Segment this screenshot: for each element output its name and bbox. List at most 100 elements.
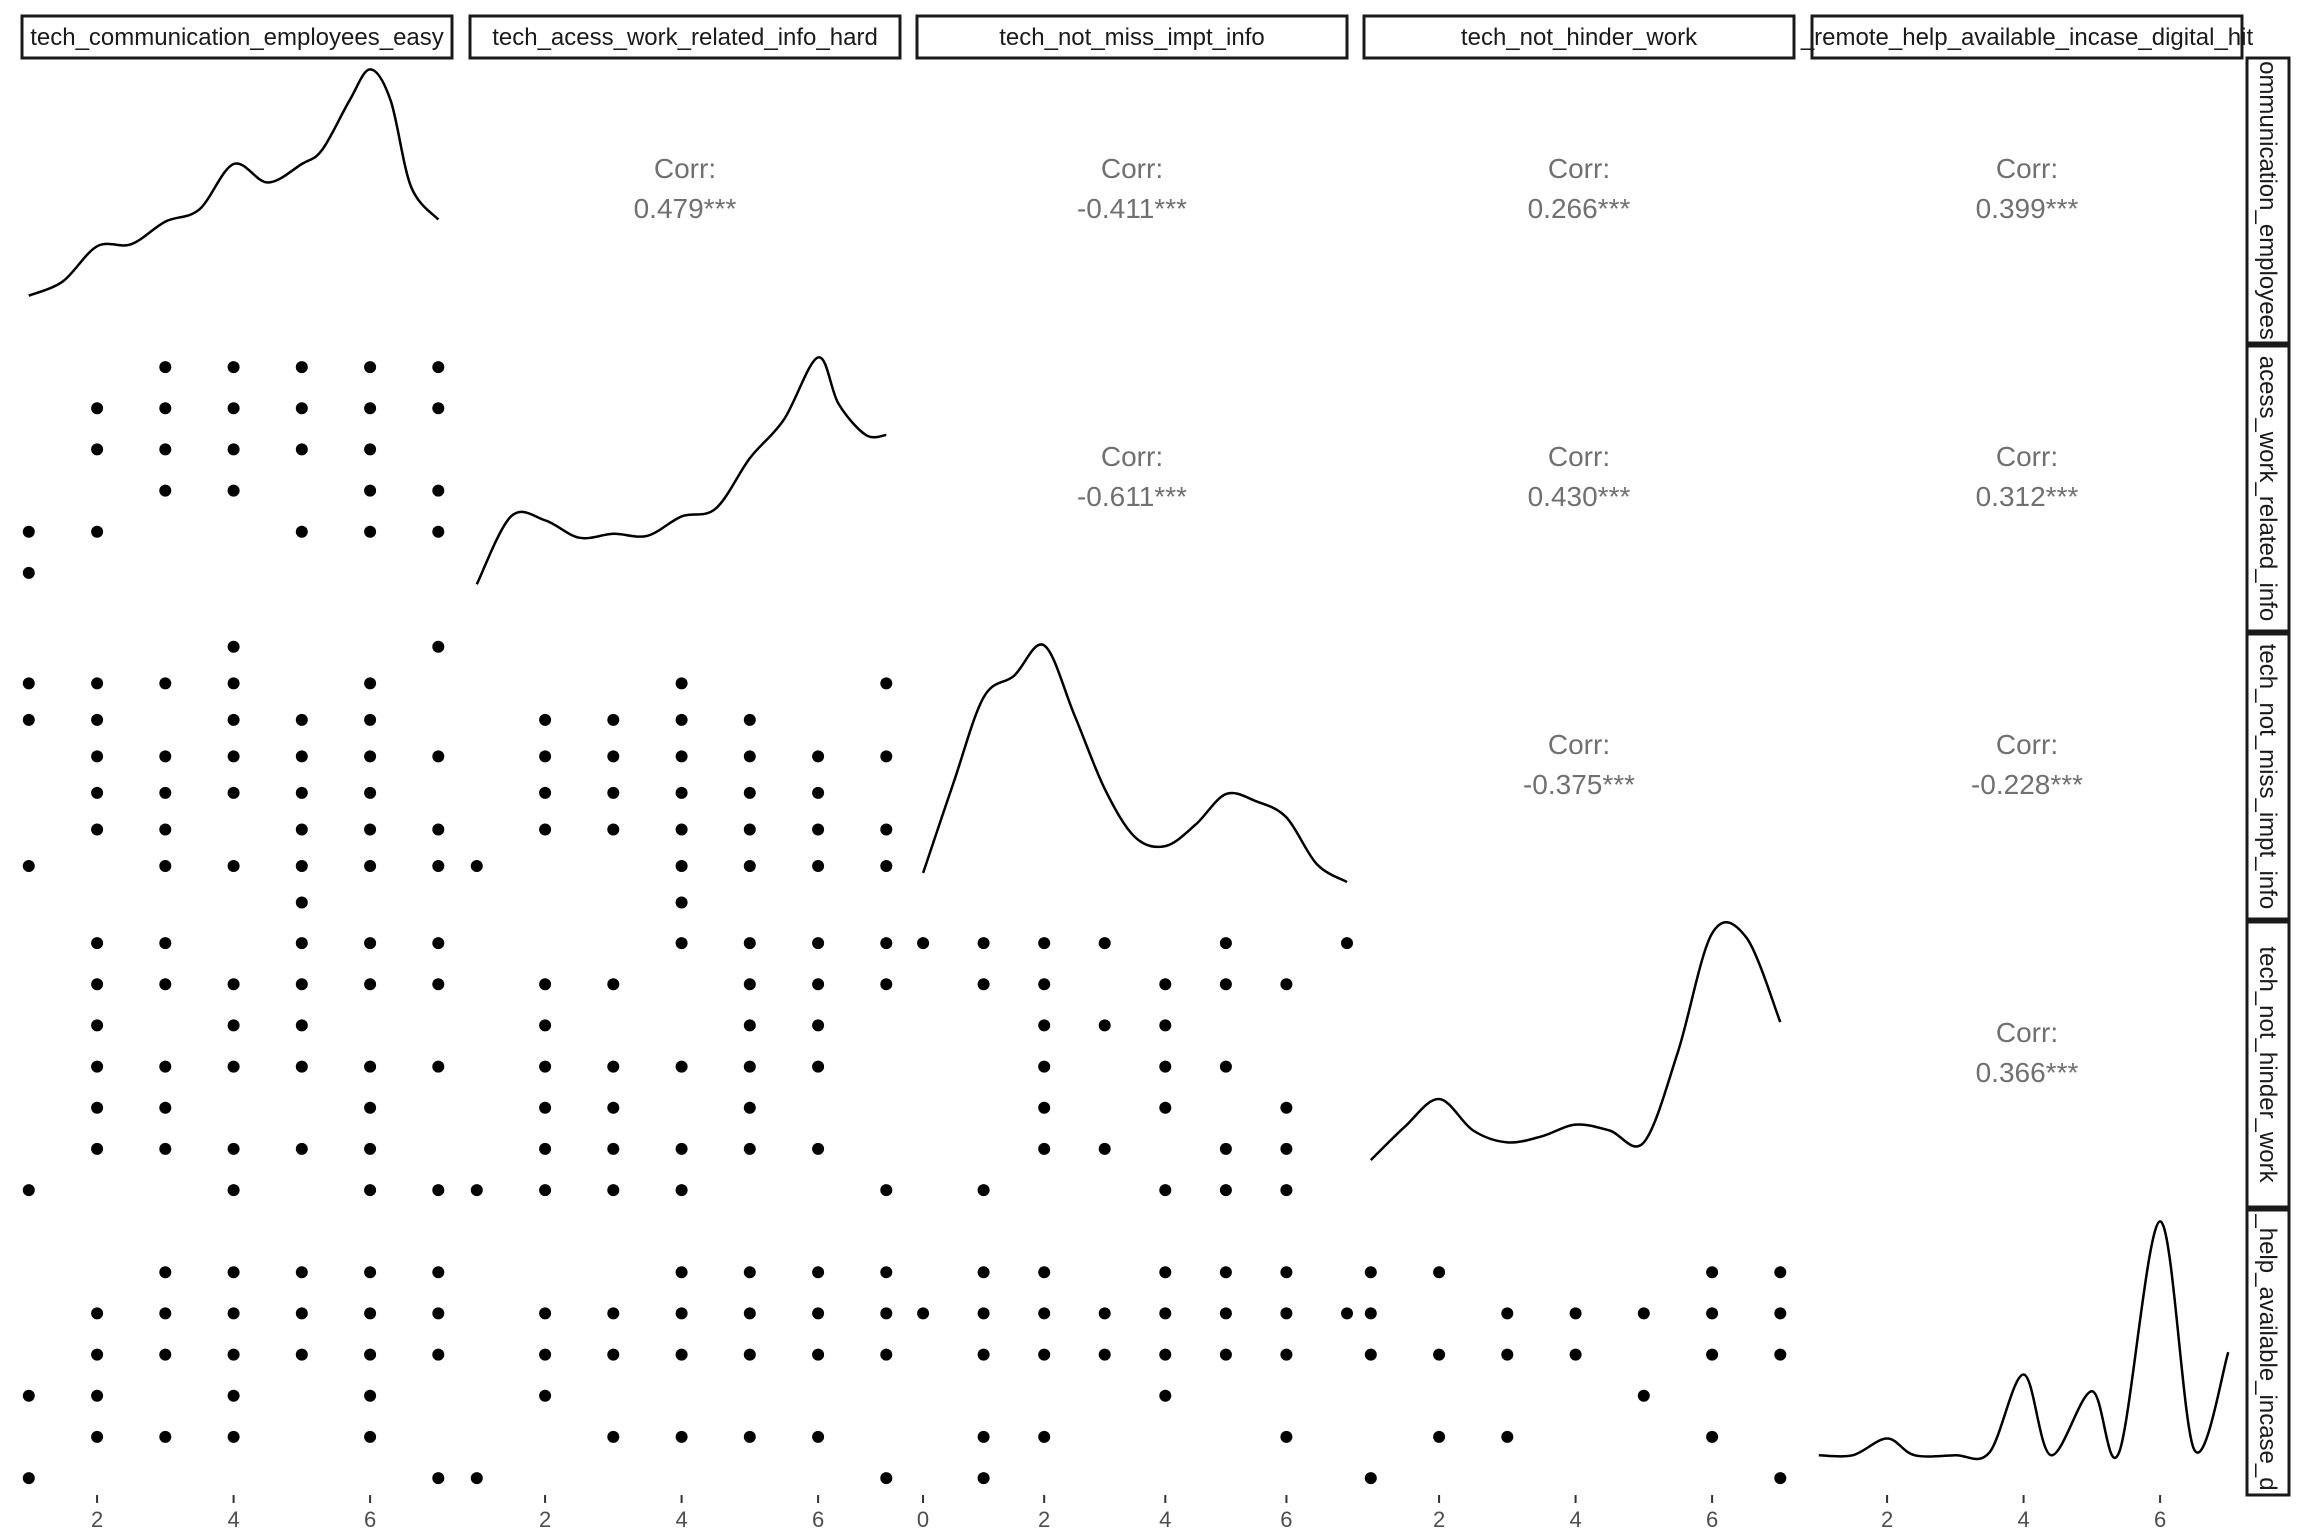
scatter-point — [880, 978, 893, 991]
scatter-point — [607, 978, 620, 991]
scatter-point — [1364, 1348, 1377, 1361]
strip-labels: tech_communication_employees_easy tech_ac… — [20, 14, 2291, 1497]
corr-value: 0.366*** — [1976, 1057, 2079, 1088]
scatter-point — [880, 750, 893, 763]
scatter-point — [159, 823, 172, 836]
scatter-point — [607, 1142, 620, 1155]
scatter-point — [364, 1307, 377, 1320]
scatter-point — [1774, 1348, 1787, 1361]
scatter-point — [227, 1019, 240, 1032]
density-curve-3 — [1369, 921, 1782, 1161]
corr-value: 0.430*** — [1528, 481, 1631, 512]
scatter-point — [364, 860, 377, 872]
scatter-point — [159, 361, 172, 374]
corr-label: Corr: — [654, 153, 716, 184]
scatter-point — [880, 937, 893, 950]
scatter-point — [91, 713, 104, 726]
scatter-point — [607, 1101, 620, 1114]
corr-value: 0.479*** — [634, 193, 737, 224]
scatter-point — [1280, 1184, 1293, 1197]
scatter-point — [675, 937, 688, 950]
scatter-point — [812, 1060, 825, 1073]
scatter-point — [295, 1060, 308, 1073]
scatter-point — [22, 525, 35, 538]
scatter-point — [1364, 1266, 1377, 1279]
scatter-point — [539, 1348, 552, 1361]
row-strip-box — [2245, 920, 2291, 1209]
scatter-point — [159, 750, 172, 763]
corr-label: Corr: — [1548, 729, 1610, 760]
scatter-point — [91, 525, 104, 538]
scatter-point — [364, 1266, 377, 1279]
scatter-point — [295, 978, 308, 991]
corr-value: 0.312*** — [1976, 481, 2079, 512]
row-strip-label: tech_not_hinder_work — [2254, 946, 2281, 1183]
scatter-point — [1706, 1430, 1719, 1443]
scatter-point — [1280, 1348, 1293, 1361]
scatter-point — [159, 443, 172, 456]
scatter-point — [295, 1019, 308, 1032]
x-tick-label: 4 — [675, 1507, 687, 1532]
scatter-point — [1159, 1307, 1172, 1320]
scatter-point — [1569, 1348, 1582, 1361]
scatter-point — [91, 937, 104, 950]
scatter-point — [675, 713, 688, 726]
x-tick-label: 4 — [227, 1507, 239, 1532]
scatter-point — [607, 1348, 620, 1361]
scatter-point — [1501, 1430, 1514, 1443]
scatter-point — [91, 978, 104, 991]
x-tick-label: 2 — [91, 1507, 103, 1532]
scatter-point — [91, 677, 104, 690]
scatter-point — [1280, 1101, 1293, 1114]
scatter-point — [1159, 1101, 1172, 1114]
scatter-point — [1098, 1142, 1111, 1155]
x-tick-label: 2 — [1881, 1507, 1893, 1532]
scatter-point — [977, 1472, 990, 1485]
scatter-point — [364, 525, 377, 538]
scatter-point — [295, 1142, 308, 1155]
scatter-point — [1706, 1348, 1719, 1361]
scatter-point — [295, 525, 308, 538]
scatter-point — [675, 786, 688, 799]
scatter-point — [432, 1266, 445, 1279]
scatter-panel-r4-c2 — [917, 1266, 1353, 1485]
corr-label: Corr: — [1101, 153, 1163, 184]
scatter-point — [1098, 1307, 1111, 1320]
scatter-point — [364, 361, 377, 374]
scatter-point — [159, 1266, 172, 1279]
scatter-point — [159, 1348, 172, 1361]
scatter-point — [1774, 1307, 1787, 1320]
scatter-point — [743, 750, 756, 763]
scatter-point — [1159, 1266, 1172, 1279]
scatter-point — [227, 1389, 240, 1402]
scatter-point — [1219, 1184, 1232, 1197]
scatter-point — [1038, 1142, 1051, 1155]
density-curve-1 — [475, 356, 887, 585]
scatter-point — [364, 484, 377, 497]
scatter-point — [743, 1142, 756, 1155]
scatter-point — [91, 1142, 104, 1155]
scatter-point — [880, 1348, 893, 1361]
scatter-point — [295, 896, 308, 909]
scatter-point — [227, 1060, 240, 1073]
corr-label: Corr: — [1548, 441, 1610, 472]
scatter-point — [364, 786, 377, 799]
scatter-point — [539, 713, 552, 726]
scatter-point — [743, 978, 756, 991]
corr-value: 0.399*** — [1976, 193, 2079, 224]
scatter-point — [364, 1060, 377, 1073]
scatter-point — [1501, 1307, 1514, 1320]
scatter-point — [432, 860, 445, 872]
scatter-point — [91, 1101, 104, 1114]
scatter-point — [880, 1307, 893, 1320]
scatter-point — [1038, 1101, 1051, 1114]
scatter-point — [159, 1142, 172, 1155]
scatter-point — [1159, 978, 1172, 991]
scatter-point — [227, 1348, 240, 1361]
scatter-panel-r4-c1 — [470, 1266, 893, 1485]
scatter-point — [1038, 1348, 1051, 1361]
scatter-point — [1159, 1348, 1172, 1361]
scatter-point — [675, 1142, 688, 1155]
scatter-point — [675, 1184, 688, 1197]
column-strip-label: tech_acess_work_related_info_hard — [492, 24, 878, 51]
